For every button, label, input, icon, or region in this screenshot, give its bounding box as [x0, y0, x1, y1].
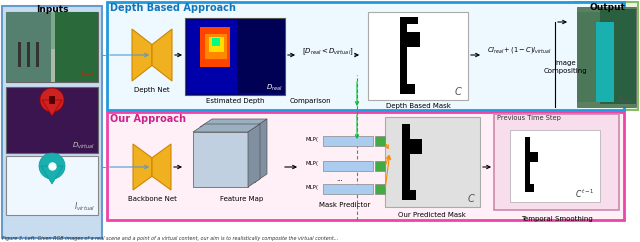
Bar — [575, 2, 638, 110]
Polygon shape — [132, 29, 152, 81]
Bar — [494, 114, 619, 210]
Polygon shape — [193, 124, 260, 132]
Bar — [200, 27, 230, 67]
Polygon shape — [525, 137, 538, 192]
Bar — [27, 42, 30, 67]
Text: Our Predicted Mask: Our Predicted Mask — [398, 212, 466, 218]
Bar — [36, 42, 39, 67]
Polygon shape — [152, 29, 172, 81]
Bar — [577, 7, 636, 107]
Text: Estimated Depth: Estimated Depth — [205, 98, 264, 104]
Polygon shape — [49, 96, 55, 104]
Text: $C$: $C$ — [467, 192, 476, 204]
Polygon shape — [200, 119, 267, 127]
Bar — [6, 156, 98, 215]
Text: Inputs: Inputs — [36, 5, 68, 14]
Polygon shape — [41, 166, 63, 184]
Text: Depth Based Approach: Depth Based Approach — [110, 3, 236, 13]
Text: Comparison: Comparison — [289, 98, 331, 104]
Bar — [2, 6, 102, 238]
Polygon shape — [207, 122, 262, 177]
Bar — [577, 12, 605, 102]
Text: MLP(: MLP( — [305, 184, 318, 189]
Text: Output: Output — [589, 3, 625, 12]
Text: $D_{virtual}$: $D_{virtual}$ — [72, 141, 95, 151]
Bar — [375, 161, 385, 171]
Text: $D_{real}$: $D_{real}$ — [266, 83, 283, 93]
Text: Figure 3. Left: Given RGB images of a real scene and a point of a virtual conten: Figure 3. Left: Given RGB images of a re… — [2, 236, 339, 241]
Polygon shape — [402, 124, 422, 200]
Polygon shape — [152, 144, 171, 190]
Text: ...: ... — [337, 176, 344, 182]
Text: MLP(: MLP( — [305, 161, 318, 166]
Bar — [187, 20, 237, 93]
Text: Our Approach: Our Approach — [110, 114, 186, 124]
Polygon shape — [248, 124, 260, 187]
Text: $[D_{real} < D_{virtual}]$: $[D_{real} < D_{virtual}]$ — [302, 47, 354, 57]
Bar — [6, 12, 98, 82]
Bar — [205, 34, 227, 59]
Text: $I_{real}$: $I_{real}$ — [81, 67, 95, 79]
Bar — [237, 20, 285, 93]
Bar — [107, 112, 624, 220]
Text: Depth Net: Depth Net — [134, 87, 170, 93]
Bar — [375, 184, 385, 194]
Polygon shape — [407, 17, 418, 24]
Text: Image
Compositing: Image Compositing — [543, 60, 587, 74]
Text: Temporal Smoothing: Temporal Smoothing — [521, 216, 593, 222]
Bar — [323, 184, 373, 194]
Bar — [107, 2, 624, 110]
Text: Previous Time Step: Previous Time Step — [497, 115, 561, 121]
Text: Depth Based Mask: Depth Based Mask — [385, 103, 451, 109]
Text: Feature Map: Feature Map — [220, 196, 264, 202]
Polygon shape — [207, 114, 274, 122]
Text: MLP(: MLP( — [305, 136, 318, 142]
Polygon shape — [42, 100, 62, 116]
Bar — [368, 12, 468, 100]
Polygon shape — [262, 114, 274, 177]
Bar — [600, 9, 636, 104]
Bar — [6, 49, 98, 82]
Text: $C^{t-1}$: $C^{t-1}$ — [575, 188, 595, 200]
Bar — [6, 87, 98, 153]
Bar — [18, 42, 21, 67]
Text: $I_{final}$: $I_{final}$ — [618, 93, 634, 106]
Text: $CI_{real} + (1-C)I_{virtual}$: $CI_{real} + (1-C)I_{virtual}$ — [487, 45, 552, 55]
Polygon shape — [193, 132, 248, 187]
Bar — [375, 136, 385, 146]
Text: Backbone Net: Backbone Net — [127, 196, 177, 202]
Bar — [6, 12, 56, 49]
Bar — [596, 22, 614, 102]
Bar — [323, 136, 373, 146]
Bar — [55, 12, 98, 82]
Bar — [323, 161, 373, 171]
Polygon shape — [400, 17, 420, 94]
Polygon shape — [255, 119, 267, 182]
Text: $C$: $C$ — [454, 85, 463, 97]
Bar — [209, 37, 224, 52]
Bar — [510, 130, 600, 202]
Polygon shape — [40, 88, 64, 112]
Text: $I_{virtual}$: $I_{virtual}$ — [74, 201, 95, 213]
Polygon shape — [133, 144, 152, 190]
Polygon shape — [39, 153, 65, 179]
Text: Mask Predictor: Mask Predictor — [319, 202, 371, 208]
Bar — [212, 38, 220, 46]
Bar — [385, 117, 480, 207]
Bar — [6, 12, 51, 82]
Bar — [185, 18, 285, 95]
Polygon shape — [200, 127, 255, 182]
